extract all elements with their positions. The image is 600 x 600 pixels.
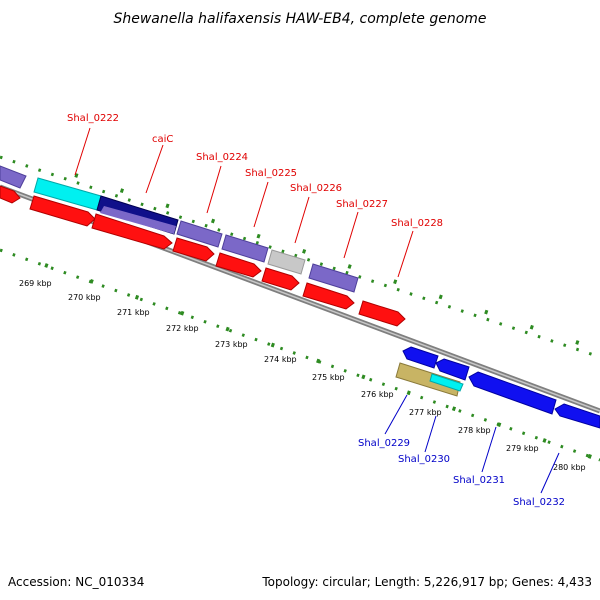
feature-block	[221, 234, 269, 263]
kbp-label: 280 kbp	[553, 463, 586, 472]
kbp-label: 279 kbp	[506, 444, 539, 453]
cds-arrow	[172, 237, 215, 262]
accession-text: Accession: NC_010334	[8, 575, 144, 589]
gene-label: Shal_0225	[245, 168, 297, 179]
feature-block	[0, 165, 27, 189]
feature-track-reverse	[395, 346, 600, 429]
gene-label: Shal_0222	[67, 113, 119, 124]
feature-block	[308, 263, 359, 293]
feature-block	[429, 373, 464, 392]
cds-arrow	[261, 267, 300, 291]
kbp-label: 274 kbp	[264, 355, 297, 364]
gene-label: Shal_0228	[391, 218, 443, 229]
map-title: Shewanella halifaxensis HAW-EB4, complet…	[113, 11, 486, 27]
cds-arrow-reverse	[402, 346, 439, 369]
kbp-label: 269 kbp	[19, 279, 52, 288]
gene-label: Shal_0230	[398, 454, 450, 465]
cds-arrow	[29, 195, 96, 227]
feature-block	[267, 249, 306, 275]
gene-label: Shal_0231	[453, 475, 505, 486]
cds-arrow	[0, 185, 21, 204]
feature-track-outer	[0, 165, 359, 293]
kbp-label: 275 kbp	[312, 373, 345, 382]
kbp-label: 270 kbp	[68, 293, 101, 302]
inner-scale-ring	[0, 248, 600, 462]
gene-labels-bottom: Shal_0229 Shal_0230 Shal_0231 Shal_0232	[358, 394, 565, 508]
cds-arrow	[358, 300, 406, 327]
gene-label: Shal_0224	[196, 152, 248, 163]
gene-label: Shal_0232	[513, 497, 565, 508]
feature-track-cds	[0, 185, 406, 327]
kbp-label: 277 kbp	[409, 408, 442, 417]
kbp-scale-labels: 269 kbp 270 kbp 271 kbp 272 kbp 273 kbp …	[19, 279, 586, 472]
cds-arrow-reverse	[468, 371, 557, 415]
outer-scale-ring	[0, 155, 600, 359]
gene-label: caiC	[152, 134, 173, 145]
cds-arrow	[91, 213, 173, 250]
gene-label: Shal_0226	[290, 183, 342, 194]
cds-arrow-reverse	[554, 403, 600, 429]
kbp-label: 271 kbp	[117, 308, 150, 317]
genome-summary-text: Topology: circular; Length: 5,226,917 bp…	[261, 575, 592, 589]
feature-block	[176, 220, 223, 248]
kbp-label: 272 kbp	[166, 324, 199, 333]
gene-label: Shal_0227	[336, 199, 388, 210]
cds-arrow	[215, 252, 262, 278]
cds-arrow	[302, 282, 355, 310]
feature-block	[100, 206, 176, 234]
cds-arrow-reverse	[435, 358, 470, 381]
kbp-label: 278 kbp	[458, 426, 491, 435]
feature-block	[395, 362, 461, 397]
gene-labels-top: Shal_0222 caiC Shal_0224 Shal_0225 Shal_…	[67, 113, 443, 278]
kbp-label: 273 kbp	[215, 340, 248, 349]
gene-label: Shal_0229	[358, 438, 410, 449]
kbp-label: 276 kbp	[361, 390, 394, 399]
